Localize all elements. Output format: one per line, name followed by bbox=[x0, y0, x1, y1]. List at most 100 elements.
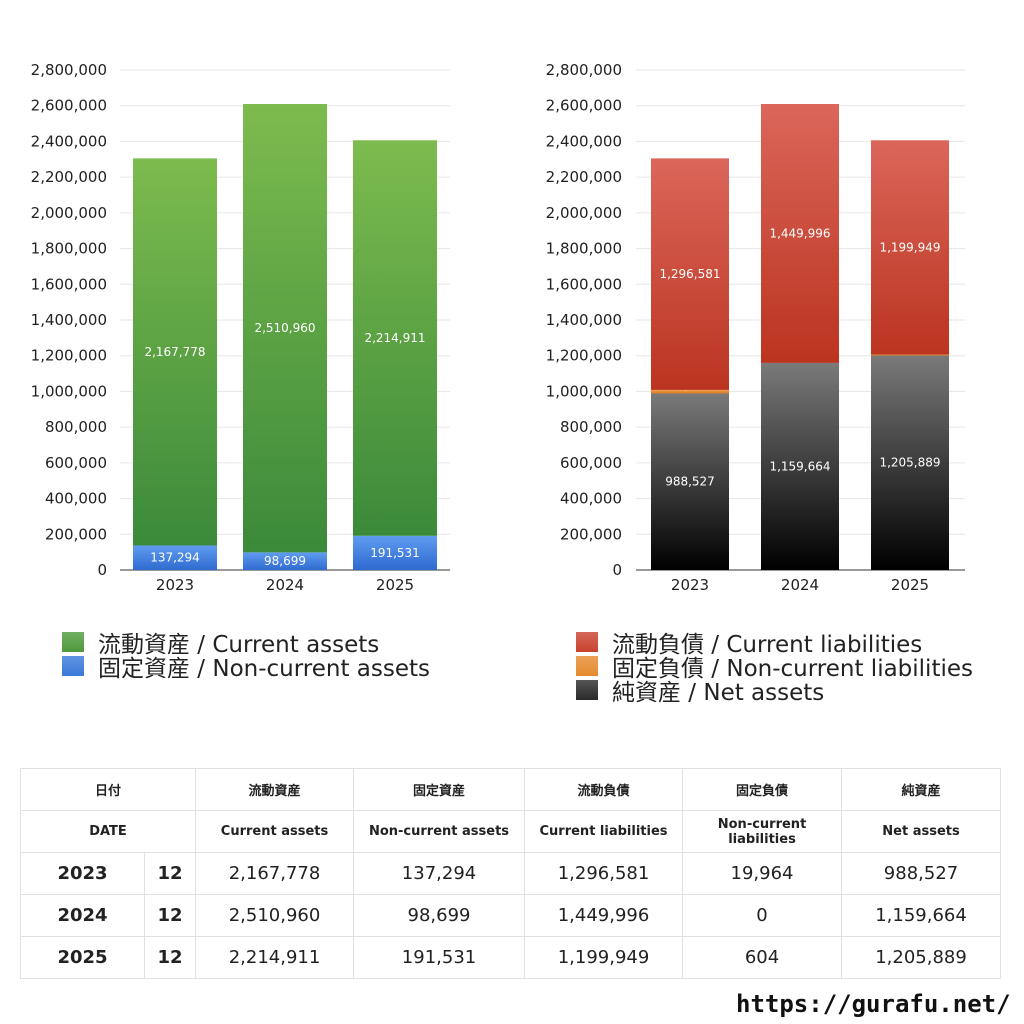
header-net-assets-en: Net assets bbox=[841, 810, 1002, 853]
legend-label: 流動負債 / Current liabilities bbox=[612, 632, 923, 658]
cell-noncurrent-liabilities: 0 bbox=[682, 894, 843, 937]
header-current-assets-jp: 流動資産 bbox=[195, 768, 355, 811]
legend-item: 固定資産 / Non-current assets bbox=[62, 654, 430, 682]
y-tick-label: 1,200,000 bbox=[546, 347, 622, 365]
data-label: 988,527 bbox=[665, 475, 715, 489]
x-tick-label: 2023 bbox=[671, 576, 709, 594]
cell-current-assets: 2,214,911 bbox=[195, 936, 355, 979]
x-tick-label: 2023 bbox=[156, 576, 194, 594]
x-tick-label: 2024 bbox=[781, 576, 819, 594]
y-tick-label: 2,200,000 bbox=[546, 168, 622, 186]
y-tick-label: 2,200,000 bbox=[31, 168, 107, 186]
header-noncurrent-assets-jp: 固定資産 bbox=[353, 768, 526, 811]
data-label: 98,699 bbox=[264, 554, 306, 568]
y-tick-label: 400,000 bbox=[45, 490, 107, 508]
cell-noncurrent-liabilities: 604 bbox=[682, 936, 843, 979]
assets-chart: 0 200,000 400,000 600,000 800,000 1,000,000 1,… bbox=[31, 61, 450, 594]
header-noncurrent-assets-en: Non-current assets bbox=[353, 810, 526, 853]
data-table: 日付 流動資産 固定資産 流動負債 固定負債 純資産 DATE Current … bbox=[19, 768, 1002, 979]
row-month: 12 bbox=[143, 936, 197, 979]
bar-segment bbox=[133, 158, 217, 546]
bar-segment bbox=[651, 158, 729, 390]
data-label: 2,214,911 bbox=[364, 331, 425, 345]
legend-label: 純資産 / Net assets bbox=[612, 680, 825, 706]
header-noncurrent-liabilities-jp: 固定負債 bbox=[682, 768, 843, 811]
x-tick-label: 2025 bbox=[891, 576, 929, 594]
header-current-liabilities-en: Current liabilities bbox=[524, 810, 684, 853]
bar-segment bbox=[353, 140, 437, 536]
y-tick-label: 400,000 bbox=[560, 490, 622, 508]
bar-segment bbox=[871, 354, 949, 356]
legend-label: 流動資産 / Current assets bbox=[98, 632, 380, 658]
legend-swatch bbox=[576, 656, 598, 676]
header-net-assets-jp: 純資産 bbox=[841, 768, 1002, 811]
cell-current-liabilities: 1,296,581 bbox=[524, 852, 684, 895]
site-url[interactable]: https://gurafu.net/ bbox=[736, 990, 1011, 1018]
cell-noncurrent-liabilities: 19,964 bbox=[682, 852, 843, 895]
legend-item: 固定負債 / Non-current liabilities bbox=[576, 654, 973, 682]
y-tick-label: 800,000 bbox=[45, 418, 107, 436]
cell-current-assets: 2,167,778 bbox=[195, 852, 355, 895]
y-tick-label: 2,800,000 bbox=[546, 61, 622, 79]
y-tick-label: 2,000,000 bbox=[546, 204, 622, 222]
row-year: 2023 bbox=[20, 852, 145, 895]
y-tick-label: 2,400,000 bbox=[31, 132, 107, 150]
data-label: 2,510,960 bbox=[254, 321, 315, 335]
legend-label: 固定資産 / Non-current assets bbox=[98, 656, 431, 682]
data-label: 1,296,581 bbox=[659, 267, 720, 281]
cell-noncurrent-assets: 137,294 bbox=[353, 852, 526, 895]
y-tick-label: 800,000 bbox=[560, 418, 622, 436]
legend-swatch bbox=[576, 632, 598, 652]
assets-legend: 流動資産 / Current assets 固定資産 / Non-current … bbox=[62, 630, 430, 682]
legend-swatch bbox=[62, 656, 84, 676]
header-date-jp: 日付 bbox=[19, 768, 197, 811]
y-tick-label: 200,000 bbox=[45, 525, 107, 543]
cell-net-assets: 988,527 bbox=[841, 852, 1002, 895]
cell-net-assets: 1,205,889 bbox=[841, 936, 1002, 979]
y-tick-label: 600,000 bbox=[45, 454, 107, 472]
bar-segment bbox=[243, 103, 327, 553]
bar-segment bbox=[761, 103, 839, 363]
y-tick-label: 200,000 bbox=[560, 525, 622, 543]
header-date-en: DATE bbox=[19, 810, 197, 853]
table-row: 2023 12 2,167,778 137,294 1,296,581 19,9… bbox=[20, 852, 1002, 895]
header-current-liabilities-jp: 流動負債 bbox=[524, 768, 684, 811]
table-row: 2025 12 2,214,911 191,531 1,199,949 604 … bbox=[20, 936, 1002, 979]
y-tick-label: 0 bbox=[97, 561, 107, 579]
data-label: 2,167,778 bbox=[144, 345, 205, 359]
bar-segment bbox=[353, 535, 437, 570]
cell-noncurrent-assets: 98,699 bbox=[353, 894, 526, 937]
cell-current-liabilities: 1,199,949 bbox=[524, 936, 684, 979]
data-label: 1,449,996 bbox=[769, 226, 830, 240]
y-tick-label: 2,400,000 bbox=[546, 132, 622, 150]
bar-segment bbox=[651, 393, 729, 570]
y-tick-label: 1,400,000 bbox=[31, 311, 107, 329]
y-tick-label: 2,800,000 bbox=[31, 61, 107, 79]
y-tick-label: 2,600,000 bbox=[546, 97, 622, 115]
bar-segment bbox=[133, 545, 217, 570]
row-year: 2025 bbox=[20, 936, 145, 979]
legend-item: 流動負債 / Current liabilities bbox=[576, 630, 973, 658]
y-tick-label: 1,800,000 bbox=[31, 240, 107, 258]
liabilities-chart: 0 200,000 400,000 600,000 800,000 1,000,000 1,… bbox=[546, 61, 965, 594]
y-tick-label: 1,600,000 bbox=[31, 275, 107, 293]
liabilities-legend: 流動負債 / Current liabilities 固定負債 / Non-cur… bbox=[576, 630, 973, 706]
bar-segment bbox=[651, 389, 729, 394]
y-tick-label: 600,000 bbox=[560, 454, 622, 472]
y-tick-label: 1,600,000 bbox=[546, 275, 622, 293]
y-tick-label: 1,400,000 bbox=[546, 311, 622, 329]
y-tick-label: 1,000,000 bbox=[31, 382, 107, 400]
table-row: 2024 12 2,510,960 98,699 1,449,996 0 1,1… bbox=[20, 894, 1002, 937]
y-tick-label: 1,200,000 bbox=[31, 347, 107, 365]
bar-segment bbox=[761, 362, 839, 570]
data-label: 191,531 bbox=[370, 546, 420, 560]
legend-swatch bbox=[62, 632, 84, 652]
row-month: 12 bbox=[143, 894, 197, 937]
x-tick-label: 2025 bbox=[376, 576, 414, 594]
y-tick-label: 2,600,000 bbox=[31, 97, 107, 115]
legend-item: 流動資産 / Current assets bbox=[62, 630, 430, 658]
x-tick-label: 2024 bbox=[266, 576, 304, 594]
y-tick-label: 0 bbox=[612, 561, 622, 579]
bar-segment bbox=[871, 354, 949, 570]
bar-segment bbox=[243, 552, 327, 570]
